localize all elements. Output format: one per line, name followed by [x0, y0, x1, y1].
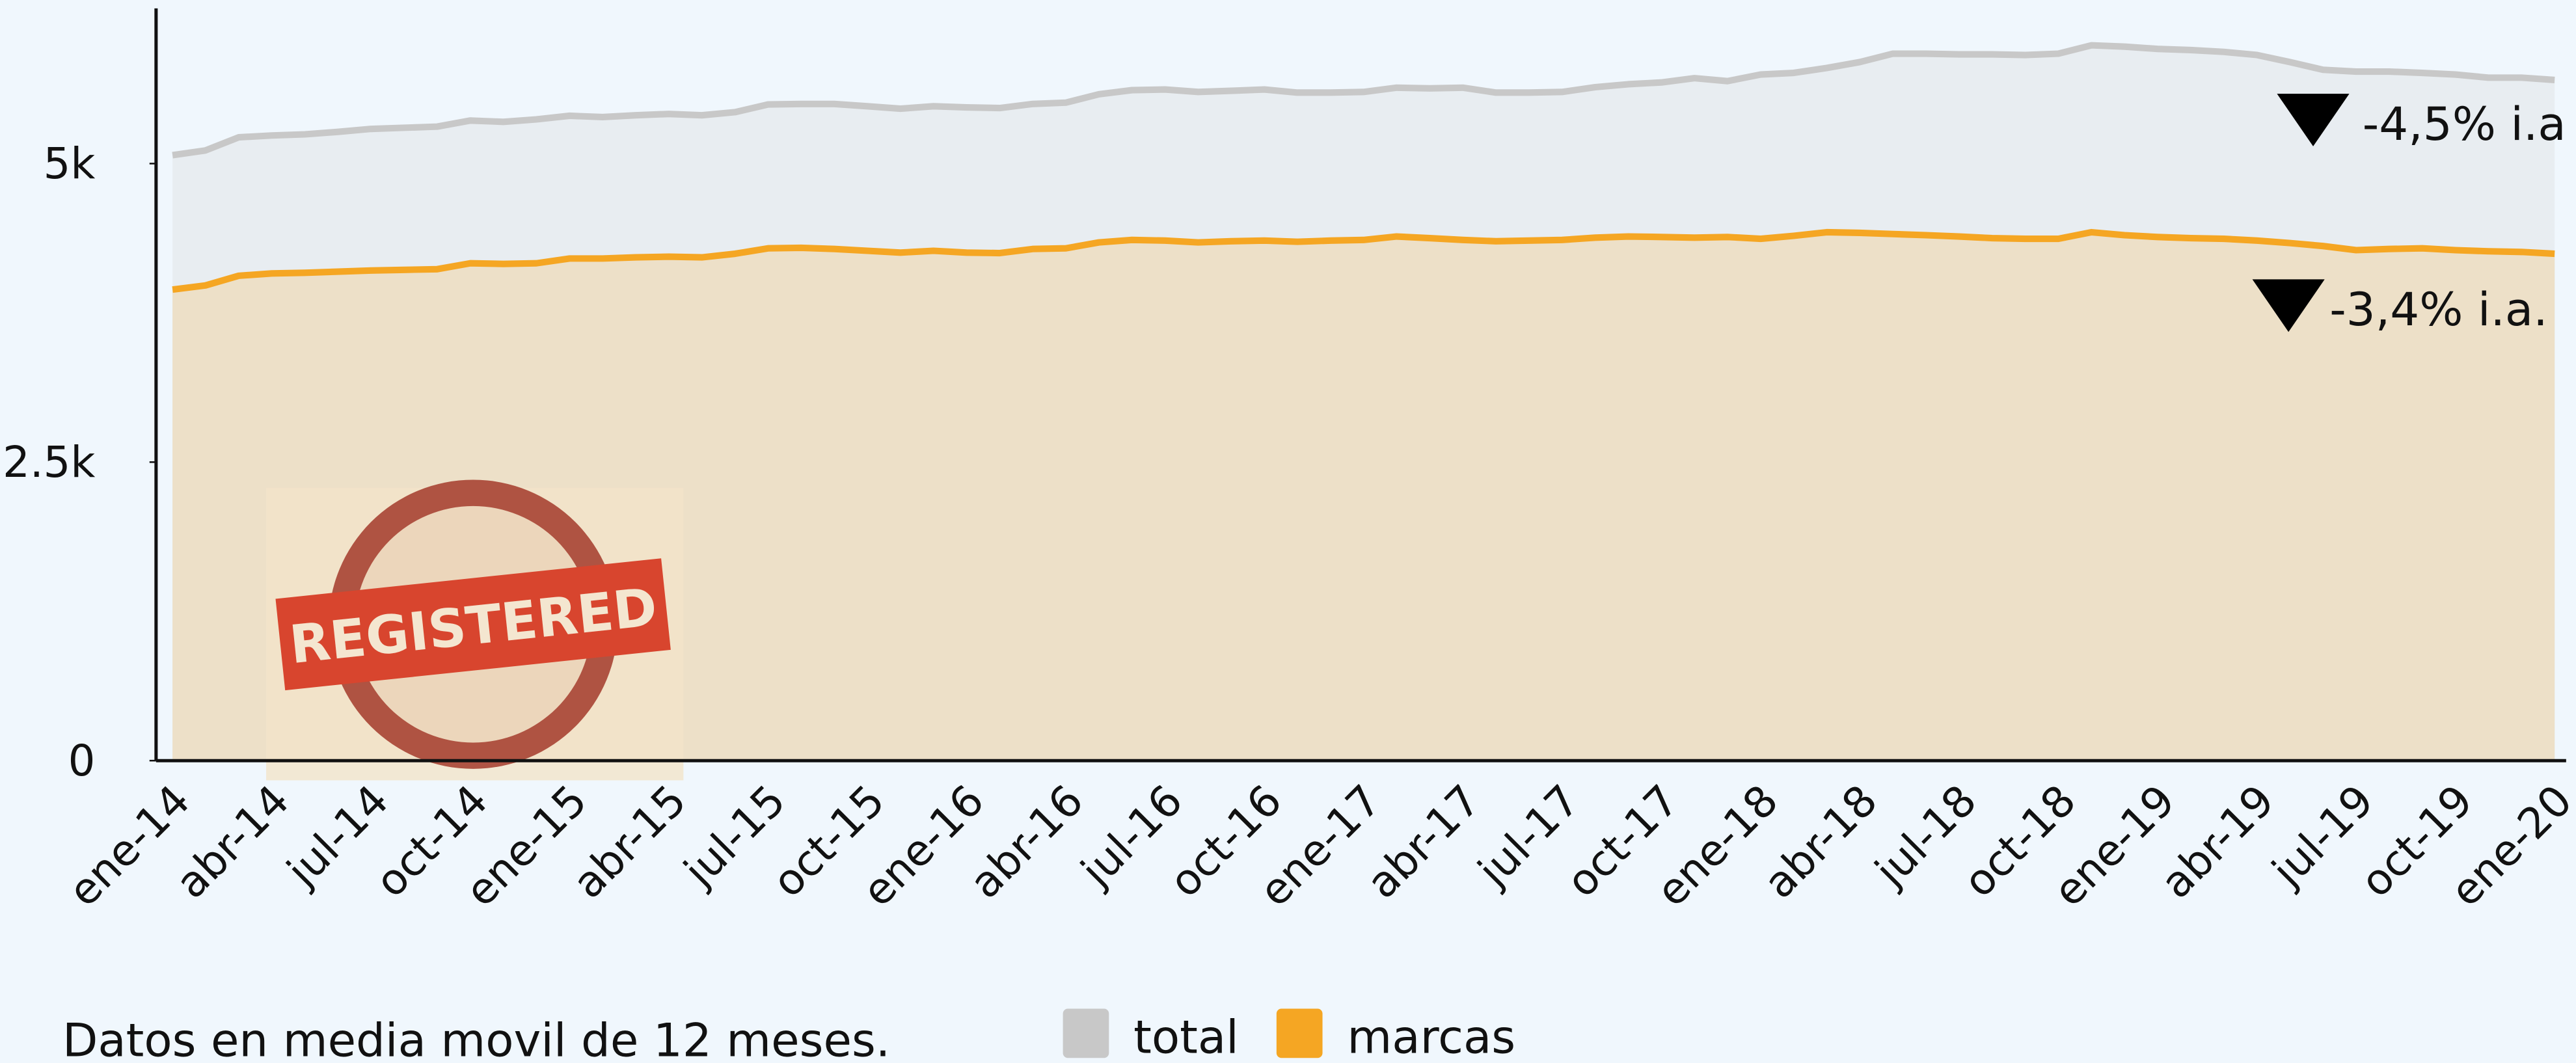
legend-label: total	[1133, 1010, 1239, 1063]
watermark-band	[275, 558, 671, 691]
y-tick-label: 2.5k	[3, 438, 95, 487]
y-tick-label: 0	[68, 736, 96, 786]
down-triangle	[2252, 279, 2325, 332]
series-line	[172, 42, 2555, 159]
legend-swatch	[1276, 1008, 1323, 1058]
note: Datos en media movil de 12 meses.	[62, 1014, 890, 1063]
series-line	[172, 228, 2555, 293]
legend-swatch	[1063, 1008, 1109, 1058]
area-fill	[172, 232, 2555, 761]
annotation: -4,5% i.a	[2363, 97, 2566, 151]
legend-label: marcas	[1347, 1010, 1515, 1063]
down-triangle	[2277, 94, 2350, 146]
y-tick-label: 5k	[44, 139, 96, 189]
annotation: -3,4% i.a.	[2329, 282, 2547, 336]
